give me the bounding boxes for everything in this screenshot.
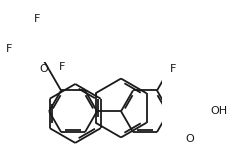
Text: O: O (185, 134, 194, 144)
Text: F: F (34, 14, 40, 24)
Text: OH: OH (211, 106, 228, 116)
Text: F: F (170, 64, 176, 74)
Text: O: O (39, 64, 48, 74)
Text: F: F (5, 44, 12, 54)
Text: F: F (59, 62, 65, 72)
